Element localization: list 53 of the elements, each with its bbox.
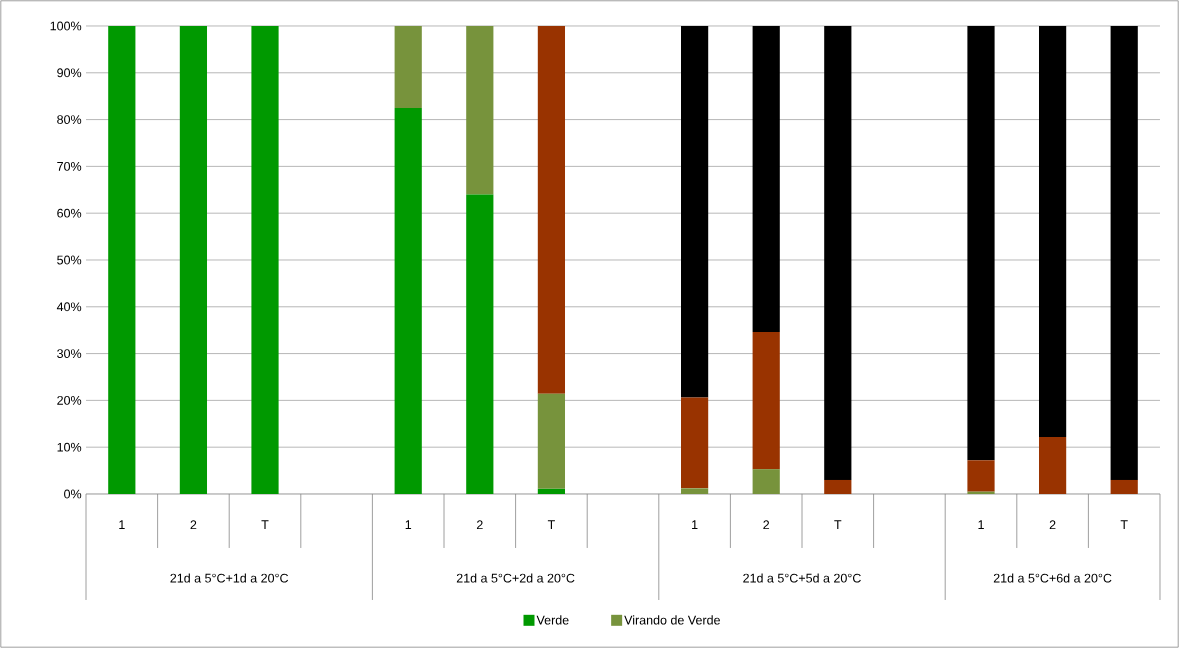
y-tick-label: 60% <box>57 208 82 218</box>
text: 21d a 5°C+2d a 20°C <box>456 573 575 583</box>
y-tick-label: 20% <box>57 395 82 405</box>
legend-label: Virando de Verde <box>624 615 720 625</box>
bar <box>394 107 422 494</box>
bar <box>537 393 566 489</box>
bar <box>466 25 494 195</box>
bar <box>824 25 852 480</box>
x-tick-label: T <box>261 520 269 529</box>
x-tick-label: 1 <box>119 520 125 529</box>
x-tick-label: 1 <box>692 520 698 529</box>
text: 21d a 5°C+6d a 20°C <box>993 573 1112 583</box>
bar <box>1039 436 1067 494</box>
y-tick-label: 100% <box>50 21 82 31</box>
x-tick-label: 2 <box>763 520 770 530</box>
bar <box>394 25 422 108</box>
y-tick-label: 80% <box>57 115 82 125</box>
bar <box>179 25 208 494</box>
y-tick-label: 90% <box>57 68 82 78</box>
x-tick-label: 2 <box>476 520 483 530</box>
bar <box>681 397 709 489</box>
bar <box>1110 479 1138 494</box>
y-tick-label: 10% <box>57 442 82 452</box>
x-tick-label: 1 <box>978 520 984 529</box>
bar <box>752 469 780 494</box>
bar <box>108 25 136 494</box>
y-tick-label: 50% <box>57 255 82 265</box>
bar <box>681 488 709 494</box>
bar <box>967 460 995 492</box>
x-tick-label: 1 <box>405 520 412 529</box>
text: 21d a 5°C+1d a 20°C <box>170 573 289 583</box>
y-tick-label: 0% <box>64 489 82 499</box>
bar <box>967 25 995 461</box>
x-tick-label: T <box>834 520 842 529</box>
bar <box>466 194 494 494</box>
x-tick-label: 2 <box>190 520 197 530</box>
bar <box>752 25 780 333</box>
bar <box>1039 25 1067 437</box>
bar <box>537 25 566 394</box>
x-tick-label: 2 <box>1049 520 1056 530</box>
y-tick-label: 70% <box>57 161 82 171</box>
legend-label: Verde <box>536 615 569 625</box>
y-tick-label: 30% <box>57 349 82 359</box>
bar <box>681 25 709 398</box>
text: 21d a 5°C+5d a 20°C <box>743 573 861 583</box>
bar <box>251 25 279 494</box>
bar <box>752 332 780 470</box>
bar <box>824 479 852 494</box>
bar <box>537 488 566 494</box>
x-tick-label: T <box>547 520 555 529</box>
bar <box>1110 25 1138 480</box>
x-tick-label: T <box>1120 520 1128 529</box>
y-tick-label: 40% <box>56 302 82 312</box>
